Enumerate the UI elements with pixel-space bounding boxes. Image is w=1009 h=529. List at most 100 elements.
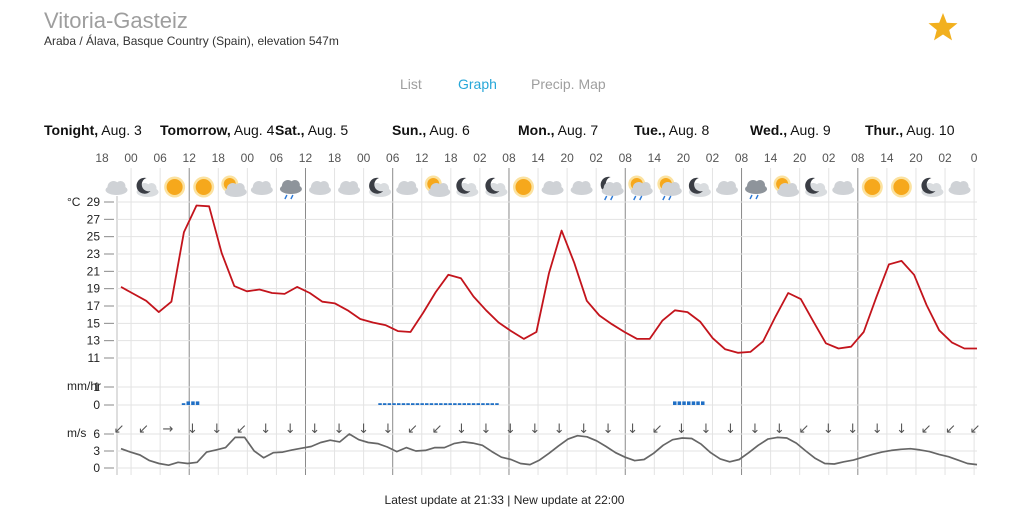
- partly-cloudy-sun-icon: [221, 175, 247, 197]
- wind-point: [596, 440, 597, 441]
- day-header-date: Aug. 8: [666, 122, 710, 138]
- cloud-part: [466, 183, 477, 193]
- wind-point: [824, 463, 825, 464]
- wind-point: [339, 441, 340, 442]
- temperature-panel: °C 11 13 15 17 19 21 23 25 27 29: [67, 195, 977, 365]
- hour-label: 06: [270, 151, 284, 165]
- wind-point: [387, 446, 388, 447]
- wind-direction-arrow: ↓: [260, 422, 271, 437]
- hour-label: 02: [473, 151, 487, 165]
- wind-point: [767, 439, 768, 440]
- wind-point: [634, 460, 635, 461]
- wind-point: [663, 445, 664, 446]
- wind-point: [862, 457, 863, 458]
- wind-point: [377, 443, 378, 444]
- rain-drop: [284, 194, 288, 200]
- wind-direction-arrow: ↙: [798, 422, 809, 437]
- precip-bar: [191, 401, 195, 405]
- cloudy-icon: [570, 181, 593, 195]
- wind-point: [682, 437, 683, 438]
- temperature-point: [360, 318, 361, 319]
- y-tick-label: 19: [87, 282, 101, 296]
- temperature-point: [876, 297, 877, 298]
- temperature-point: [750, 351, 751, 352]
- temperature-point: [662, 320, 663, 321]
- wind-point: [292, 449, 293, 450]
- precip-bar: [462, 403, 466, 405]
- cloud-part: [260, 181, 271, 191]
- day-header: Tonight, Aug. 3: [44, 122, 142, 138]
- wind-point: [691, 438, 692, 439]
- day-header-date: Aug. 4: [231, 122, 275, 138]
- precipitation-panel: mm/hr 0 1: [67, 379, 977, 412]
- rain-drops: [662, 195, 672, 201]
- wind-direction-arrow: ↓: [529, 422, 540, 437]
- wind-point: [805, 450, 806, 451]
- wind-point: [406, 447, 407, 448]
- cloud-shape: [105, 181, 128, 195]
- y-tick-label: 3: [93, 444, 100, 458]
- moon-shape: [921, 177, 936, 194]
- rain-icon: [279, 180, 302, 200]
- wind-point: [168, 465, 169, 466]
- tab-precip-map[interactable]: Precip. Map: [531, 76, 606, 92]
- forecast-chart: Tonight, Aug. 3 Tomorrow, Aug. 4 Sat., Aug…: [44, 122, 980, 475]
- temperature-point: [611, 324, 612, 325]
- temperature-point: [372, 322, 373, 323]
- precip-bar: [392, 403, 396, 405]
- temperature-point: [700, 321, 701, 322]
- wind-point: [197, 462, 198, 463]
- wind-direction-arrow: ↙: [407, 422, 418, 437]
- cloud-part: [318, 181, 329, 191]
- wind-point: [434, 447, 435, 448]
- tab-graph[interactable]: Graph: [458, 76, 497, 92]
- precip-bar: [701, 401, 705, 405]
- day-header-date: Aug. 9: [787, 122, 831, 138]
- wind-direction-arrow: ↓: [334, 422, 345, 437]
- wind-point: [453, 443, 454, 444]
- wind-direction-arrow: ↓: [456, 422, 467, 437]
- wind-point: [282, 452, 283, 453]
- temperature-point: [297, 286, 298, 287]
- precip-bar: [673, 401, 677, 405]
- rain-drop: [639, 195, 643, 201]
- wind-point: [720, 458, 721, 459]
- wind-point: [957, 460, 958, 461]
- temperature-point: [737, 352, 738, 353]
- wind-direction-arrow: ↓: [749, 422, 760, 437]
- wind-point: [254, 450, 255, 451]
- wind-direction-arrow: ↓: [627, 422, 638, 437]
- wind-point: [786, 437, 787, 438]
- temperature-point: [486, 310, 487, 311]
- wind-point: [881, 452, 882, 453]
- rain-drop: [604, 195, 608, 201]
- wind-point: [482, 445, 483, 446]
- hour-label: 14: [880, 151, 894, 165]
- cloud-part: [379, 183, 390, 193]
- y-tick-label: 23: [87, 247, 101, 261]
- day-header: Wed., Aug. 9: [750, 122, 831, 138]
- wind-point: [472, 443, 473, 444]
- precip-bar: [471, 403, 476, 405]
- hour-label: 14: [531, 151, 545, 165]
- hour-label: 02: [590, 151, 604, 165]
- precip-bar: [387, 403, 392, 405]
- temperature-point: [649, 338, 650, 339]
- precip-bar: [382, 403, 387, 405]
- day-header-name: Tomorrow,: [160, 122, 231, 138]
- wind-point: [368, 442, 369, 443]
- wind-point: [330, 440, 331, 441]
- day-header-date: Aug. 3: [98, 122, 142, 138]
- region-subtitle: Araba / Álava, Basque Country (Spain), e…: [44, 34, 339, 48]
- hour-label: 14: [764, 151, 778, 165]
- hour-label: 20: [909, 151, 923, 165]
- wind-point: [853, 460, 854, 461]
- cloud-shape: [308, 181, 331, 195]
- wind-point: [606, 446, 607, 447]
- hour-label: 06: [386, 151, 400, 165]
- tab-list[interactable]: List: [400, 76, 422, 92]
- precip-bar: [687, 401, 691, 405]
- hour-label: 02: [938, 151, 952, 165]
- moon-shape: [688, 177, 703, 194]
- star-icon[interactable]: [927, 11, 959, 43]
